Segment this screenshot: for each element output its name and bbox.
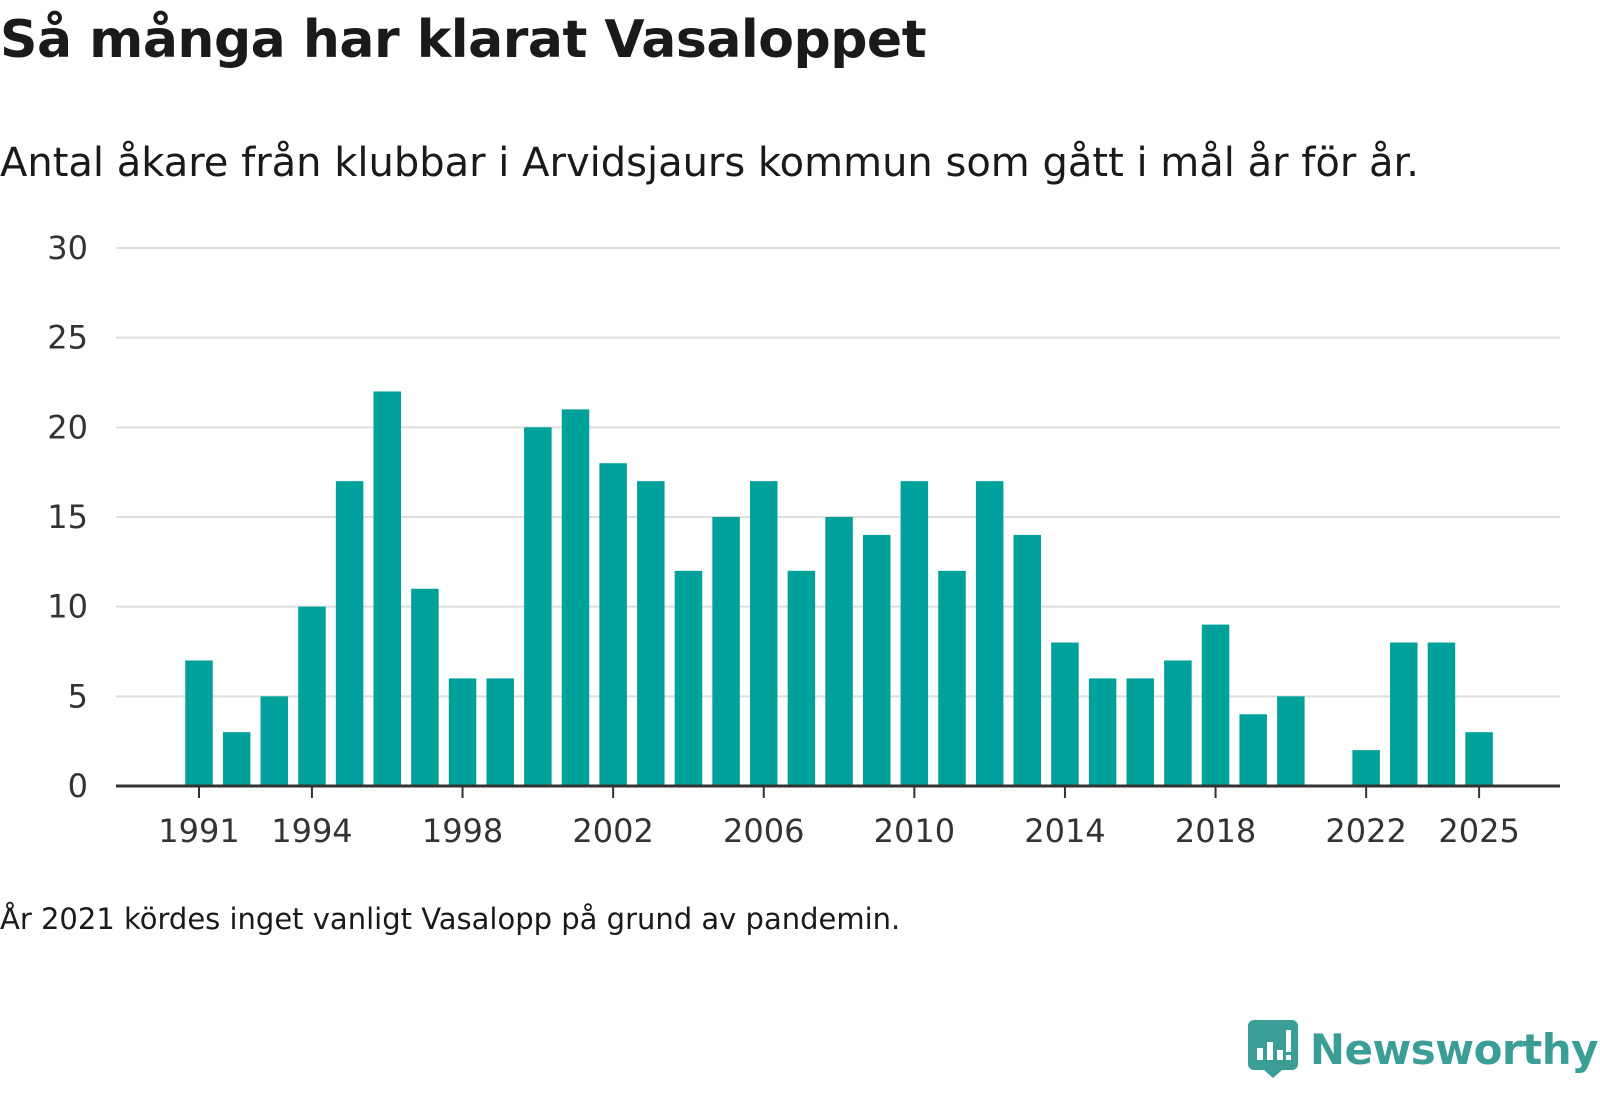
y-tick-label: 10 xyxy=(47,588,88,626)
x-tick-label: 1998 xyxy=(422,812,503,850)
y-tick-label: 15 xyxy=(47,498,88,536)
x-tick-label: 2010 xyxy=(874,812,955,850)
bar-2018 xyxy=(1201,624,1230,786)
x-tick-label: 2018 xyxy=(1175,812,1256,850)
bar-2003 xyxy=(637,481,665,786)
footnote: År 2021 kördes inget vanligt Vasalopp på… xyxy=(0,902,901,936)
x-tick-label: 2014 xyxy=(1024,812,1105,850)
x-tick-label: 2022 xyxy=(1325,812,1406,850)
bar-2019 xyxy=(1239,714,1267,786)
x-tick-label: 2002 xyxy=(572,812,653,850)
bar-1993 xyxy=(260,696,289,786)
bar-2002 xyxy=(599,463,627,786)
y-tick-label: 0 xyxy=(68,767,88,805)
bar-2020 xyxy=(1277,696,1305,786)
bar-2022 xyxy=(1352,750,1380,786)
bar-2023 xyxy=(1390,642,1418,786)
y-tick-label: 25 xyxy=(47,319,88,357)
newsworthy-icon xyxy=(1247,1020,1298,1078)
x-tick-label: 2006 xyxy=(723,812,804,850)
bar-1995 xyxy=(335,481,364,786)
bar-1991 xyxy=(185,660,213,786)
bar-1996 xyxy=(373,391,401,786)
bar-2004 xyxy=(674,570,703,786)
bar-2000 xyxy=(524,427,552,786)
bar-2015 xyxy=(1088,678,1117,786)
y-tick-label: 5 xyxy=(68,677,88,715)
bar-2006 xyxy=(750,481,778,786)
y-tick-label: 20 xyxy=(47,408,88,446)
x-tick-label: 2025 xyxy=(1438,812,1519,850)
x-tick-label: 1991 xyxy=(158,812,239,850)
bar-2017 xyxy=(1164,660,1192,786)
bar-2008 xyxy=(825,517,853,786)
chart-subtitle: Antal åkare från klubbar i Arvidsjaurs k… xyxy=(0,140,1419,186)
bar-1999 xyxy=(486,678,514,786)
bars xyxy=(185,391,1493,786)
bar-2013 xyxy=(1013,534,1042,786)
y-tick-label: 30 xyxy=(47,229,88,267)
brand-logo: Newsworthy xyxy=(1247,1018,1599,1080)
bar-2012 xyxy=(975,481,1004,786)
bar-2005 xyxy=(712,517,740,786)
bar-1994 xyxy=(298,606,326,786)
bar-2011 xyxy=(938,570,966,786)
x-axis-ticks: 1991 1994 1998 2002 2006 2010 2014 2018 2022 2025 xyxy=(158,786,1520,850)
bar-2024 xyxy=(1427,642,1456,786)
bar-2001 xyxy=(561,409,590,786)
bar-2025 xyxy=(1465,732,1493,786)
bar-2014 xyxy=(1051,642,1079,786)
brand-name: Newsworthy xyxy=(1309,1024,1599,1074)
chart-title: Så många har klarat Vasaloppet xyxy=(0,10,927,70)
bar-2010 xyxy=(900,481,929,786)
bar-1997 xyxy=(411,588,439,786)
bar-2009 xyxy=(862,534,891,786)
y-axis-ticks: 0 5 10 15 20 25 30 xyxy=(47,229,88,805)
bar-1992 xyxy=(222,732,251,786)
x-tick-label: 1994 xyxy=(271,812,352,850)
bar-2016 xyxy=(1126,678,1154,786)
bar-2007 xyxy=(787,570,816,786)
bar-1998 xyxy=(448,678,477,786)
